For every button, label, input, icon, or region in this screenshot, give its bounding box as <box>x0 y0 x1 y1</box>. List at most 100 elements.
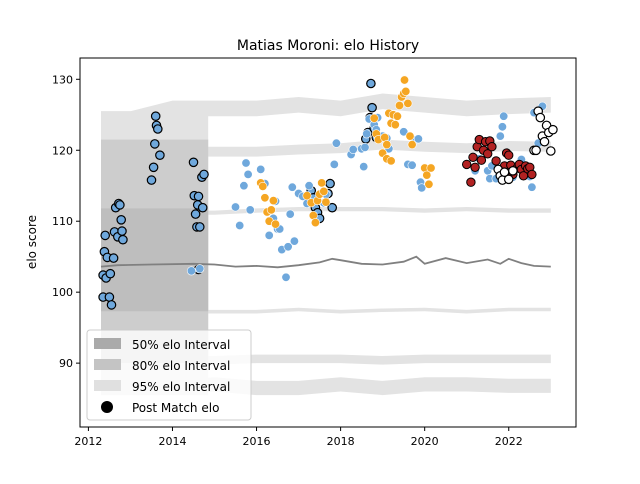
x-tick-label: 2014 <box>158 435 186 448</box>
data-point <box>413 134 423 144</box>
x-tick-label: 2016 <box>243 435 271 448</box>
data-point <box>527 169 537 180</box>
data-point <box>417 183 427 193</box>
plot-area <box>98 75 558 396</box>
interval-80-upper <box>101 139 551 157</box>
data-point <box>405 131 415 141</box>
data-point <box>195 264 205 274</box>
chart-title: Matias Moroni: elo History <box>237 38 419 54</box>
data-point <box>462 159 472 170</box>
data-point <box>466 177 476 187</box>
data-point <box>504 150 514 160</box>
x-tick-label: 2018 <box>327 435 355 448</box>
data-point <box>348 145 358 155</box>
x-tick-label: 2012 <box>74 435 102 448</box>
legend: 50% elo Interval 80% elo Interval 95% elo … <box>86 329 252 421</box>
data-point <box>289 236 299 246</box>
data-point <box>231 202 241 212</box>
data-point <box>150 111 161 121</box>
data-point <box>407 140 417 150</box>
data-point <box>197 202 208 213</box>
data-point <box>548 124 558 135</box>
data-point <box>329 159 339 169</box>
data-point <box>146 175 157 185</box>
data-point <box>394 101 404 111</box>
data-point <box>155 150 165 160</box>
data-point <box>403 98 413 108</box>
y-tick-label: 100 <box>52 286 73 299</box>
data-point <box>117 226 127 236</box>
interval-50-upper <box>101 207 551 215</box>
data-point <box>360 142 370 152</box>
data-point <box>118 234 128 245</box>
axes: 2012 2014 2016 2018 2020 2022 90 100 110 120 130 <box>52 73 523 448</box>
data-point <box>331 138 341 148</box>
y-tick-label: 120 <box>52 144 73 157</box>
data-point <box>382 140 392 150</box>
data-point <box>424 179 434 189</box>
data-point <box>487 142 497 152</box>
data-point <box>285 209 295 219</box>
plot-frame <box>79 57 577 428</box>
data-point <box>495 131 505 141</box>
data-point <box>545 146 556 156</box>
data-point <box>195 222 205 232</box>
data-point <box>302 191 312 201</box>
data-point <box>115 200 125 210</box>
data-point <box>106 300 117 310</box>
data-point <box>199 169 209 180</box>
data-point <box>266 205 276 215</box>
data-point <box>362 129 372 139</box>
interval-95-upper <box>101 93 551 127</box>
data-point <box>539 136 550 147</box>
early-interval-50 <box>101 208 209 312</box>
data-point <box>281 272 291 282</box>
y-tick-label: 90 <box>59 357 73 370</box>
data-point <box>268 196 278 206</box>
data-point <box>105 268 116 279</box>
data-point <box>327 202 337 213</box>
data-point <box>310 218 320 228</box>
data-point <box>426 163 436 173</box>
data-point <box>260 193 270 203</box>
data-point <box>508 166 518 176</box>
legend-label: Post Match elo <box>132 401 219 415</box>
data-point <box>190 209 201 219</box>
series-red <box>462 134 537 187</box>
legend-box <box>86 329 252 421</box>
y-tick-label: 110 <box>52 215 73 228</box>
data-point <box>283 242 293 252</box>
data-point <box>325 178 335 189</box>
data-point <box>264 230 274 240</box>
data-point <box>186 266 196 276</box>
y-axis-label: elo score <box>25 215 39 269</box>
series-white <box>493 106 558 185</box>
y-tick-label: 130 <box>52 73 73 86</box>
data-point <box>535 112 546 123</box>
data-point <box>239 181 249 191</box>
data-point <box>153 124 163 134</box>
data-point <box>270 219 280 229</box>
mean-elo-line <box>100 255 551 269</box>
data-point <box>317 178 327 188</box>
data-point <box>483 149 493 159</box>
data-point <box>491 156 501 166</box>
legend-swatch <box>94 359 121 370</box>
data-point <box>287 182 297 192</box>
legend-swatch <box>94 380 121 391</box>
data-point <box>422 170 432 180</box>
data-point <box>503 174 514 185</box>
x-tick-label: 2022 <box>495 435 523 448</box>
data-point <box>319 186 329 196</box>
data-point <box>243 169 253 179</box>
data-point <box>100 230 110 241</box>
data-point <box>359 162 369 172</box>
legend-label: 50% elo Interval <box>132 338 230 352</box>
data-point <box>148 162 159 173</box>
plot-content <box>98 75 558 396</box>
data-point <box>188 157 199 168</box>
data-point <box>369 113 379 123</box>
data-point <box>499 111 509 121</box>
